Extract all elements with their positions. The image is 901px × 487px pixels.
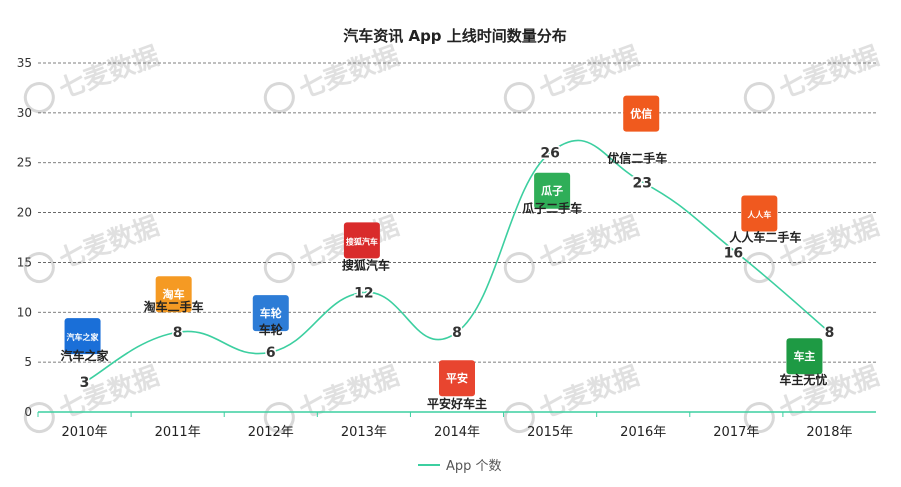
watermark: 七麦数据: [23, 211, 163, 284]
legend[interactable]: App 个数: [418, 459, 502, 474]
y-tick-label: 30: [17, 106, 32, 120]
watermark-mark: [23, 252, 55, 284]
y-axis: 0 5 10 15 20 25 30 35: [17, 56, 32, 419]
app-name-label: 人人车二手车: [729, 229, 801, 244]
y-tick-label: 5: [24, 355, 32, 369]
app-logo-text: 搜狐汽车: [346, 236, 378, 246]
app-logo-text: 车轮: [260, 306, 282, 320]
watermark-text: 七麦数据: [535, 41, 643, 105]
app-logo-icon: 汽车之家: [64, 318, 101, 355]
app-logo-bg: [155, 276, 192, 313]
data-label: 3: [80, 375, 90, 391]
app-name-label: 车轮: [259, 322, 284, 337]
x-tick-label: 2010年: [62, 425, 108, 440]
app-logo-bg: [252, 295, 289, 332]
data-label: 23: [632, 176, 651, 192]
app-logo-text: 瓜子: [541, 185, 563, 198]
watermark: 七麦数据: [503, 211, 643, 284]
y-tick-label: 20: [17, 206, 32, 220]
app-name-label: 搜狐汽车: [342, 257, 390, 272]
app-name-label: 平安好车主: [427, 396, 487, 411]
data-label: 8: [452, 325, 462, 341]
watermark-mark: [23, 82, 55, 114]
data-label: 26: [540, 146, 559, 162]
app-name-label: 瓜子二手车: [522, 201, 582, 216]
x-tick-label: 2012年: [248, 425, 294, 440]
app-logo-text: 汽车之家: [67, 332, 100, 342]
app-logo-icon: 车主: [786, 338, 823, 375]
x-tick-label: 2014年: [434, 425, 480, 440]
watermark-mark: [743, 82, 775, 114]
series-line: [84, 139, 830, 383]
watermark: 七麦数据: [263, 211, 403, 284]
app-logo-text: 人人车: [747, 209, 771, 219]
watermark-mark: [263, 252, 295, 284]
watermark-text: 七麦数据: [295, 361, 403, 425]
app-logo-bg: [64, 318, 101, 355]
x-tick-label: 2016年: [620, 425, 666, 440]
y-tick-label: 10: [17, 305, 32, 319]
y-tick-label: 0: [24, 405, 32, 419]
y-tick-label: 15: [17, 255, 32, 269]
app-logo-bg: [741, 195, 778, 232]
app-logo-text: 优信: [630, 107, 652, 121]
watermark-text: 七麦数据: [55, 41, 163, 105]
watermark: 七麦数据: [23, 41, 163, 114]
app-logo-bg: [534, 172, 571, 209]
x-tick-label: 2015年: [527, 425, 573, 440]
watermark-mark: [503, 82, 535, 114]
app-logo-icon: 人人车: [741, 195, 778, 232]
x-tick-label: 2017年: [713, 425, 759, 440]
legend-label: App 个数: [446, 459, 502, 474]
data-label: 8: [173, 325, 183, 341]
watermark-mark: [503, 252, 535, 284]
app-logo-icon: 淘车: [155, 276, 192, 313]
app-logo-bg: [439, 360, 475, 397]
watermark-text: 七麦数据: [55, 361, 163, 425]
app-annotations: 3汽车之家汽车之家8淘车淘车二手车6车轮车轮12搜狐汽车搜狐汽车8平安平安好车主…: [61, 95, 836, 411]
watermark-text: 七麦数据: [535, 361, 643, 425]
watermark-text: 七麦数据: [535, 211, 643, 275]
app-logo-icon: 平安: [439, 360, 475, 397]
x-tick-label: 2011年: [155, 425, 201, 440]
watermark-text: 七麦数据: [55, 211, 163, 275]
watermark: 七麦数据: [263, 41, 403, 114]
app-logo-bg: [786, 338, 823, 375]
watermark: 七麦数据: [503, 41, 643, 114]
app-logo-text: 平安: [446, 371, 468, 385]
watermark-mark: [263, 82, 295, 114]
watermark-text: 七麦数据: [775, 41, 883, 105]
data-label: 16: [724, 245, 743, 261]
chart-title: 汽车资讯 App 上线时间数量分布: [343, 27, 567, 45]
app-logo-icon: 车轮: [252, 295, 289, 332]
data-label: 8: [825, 325, 835, 341]
x-tick-label: 2018年: [806, 425, 852, 440]
data-label: 12: [354, 285, 373, 301]
app-logo-icon: 优信: [623, 95, 660, 132]
x-axis: 2010年 2011年 2012年 2013年 2014年 2015年 2016年 2017年…: [37, 411, 876, 440]
watermark-text: 七麦数据: [295, 41, 403, 105]
data-label: 6: [266, 345, 276, 361]
app-name-label: 优信二手车: [607, 151, 667, 166]
watermark: 七麦数据: [743, 41, 883, 114]
app-logo-icon: 搜狐汽车: [343, 222, 380, 259]
app-logo-bg: [623, 95, 660, 132]
app-name-label: 车主无忧: [779, 372, 827, 387]
app-name-label: 淘车二手车: [144, 299, 204, 314]
app-logo-text: 淘车: [163, 287, 185, 301]
app-logo-icon: 瓜子: [534, 172, 571, 209]
watermark-mark: [743, 252, 775, 284]
y-tick-label: 25: [17, 156, 32, 170]
app-name-label: 汽车之家: [61, 348, 110, 363]
y-tick-label: 35: [17, 56, 32, 70]
x-tick-label: 2013年: [341, 425, 387, 440]
app-logo-bg: [343, 222, 380, 259]
app-logo-text: 车主: [793, 349, 815, 363]
